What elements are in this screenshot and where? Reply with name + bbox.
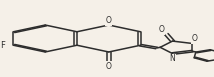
Text: O: O xyxy=(192,34,198,43)
Text: O: O xyxy=(106,62,112,71)
Text: F: F xyxy=(0,41,5,50)
Text: O: O xyxy=(106,16,112,25)
Text: N: N xyxy=(170,54,175,63)
Text: O: O xyxy=(159,25,165,34)
